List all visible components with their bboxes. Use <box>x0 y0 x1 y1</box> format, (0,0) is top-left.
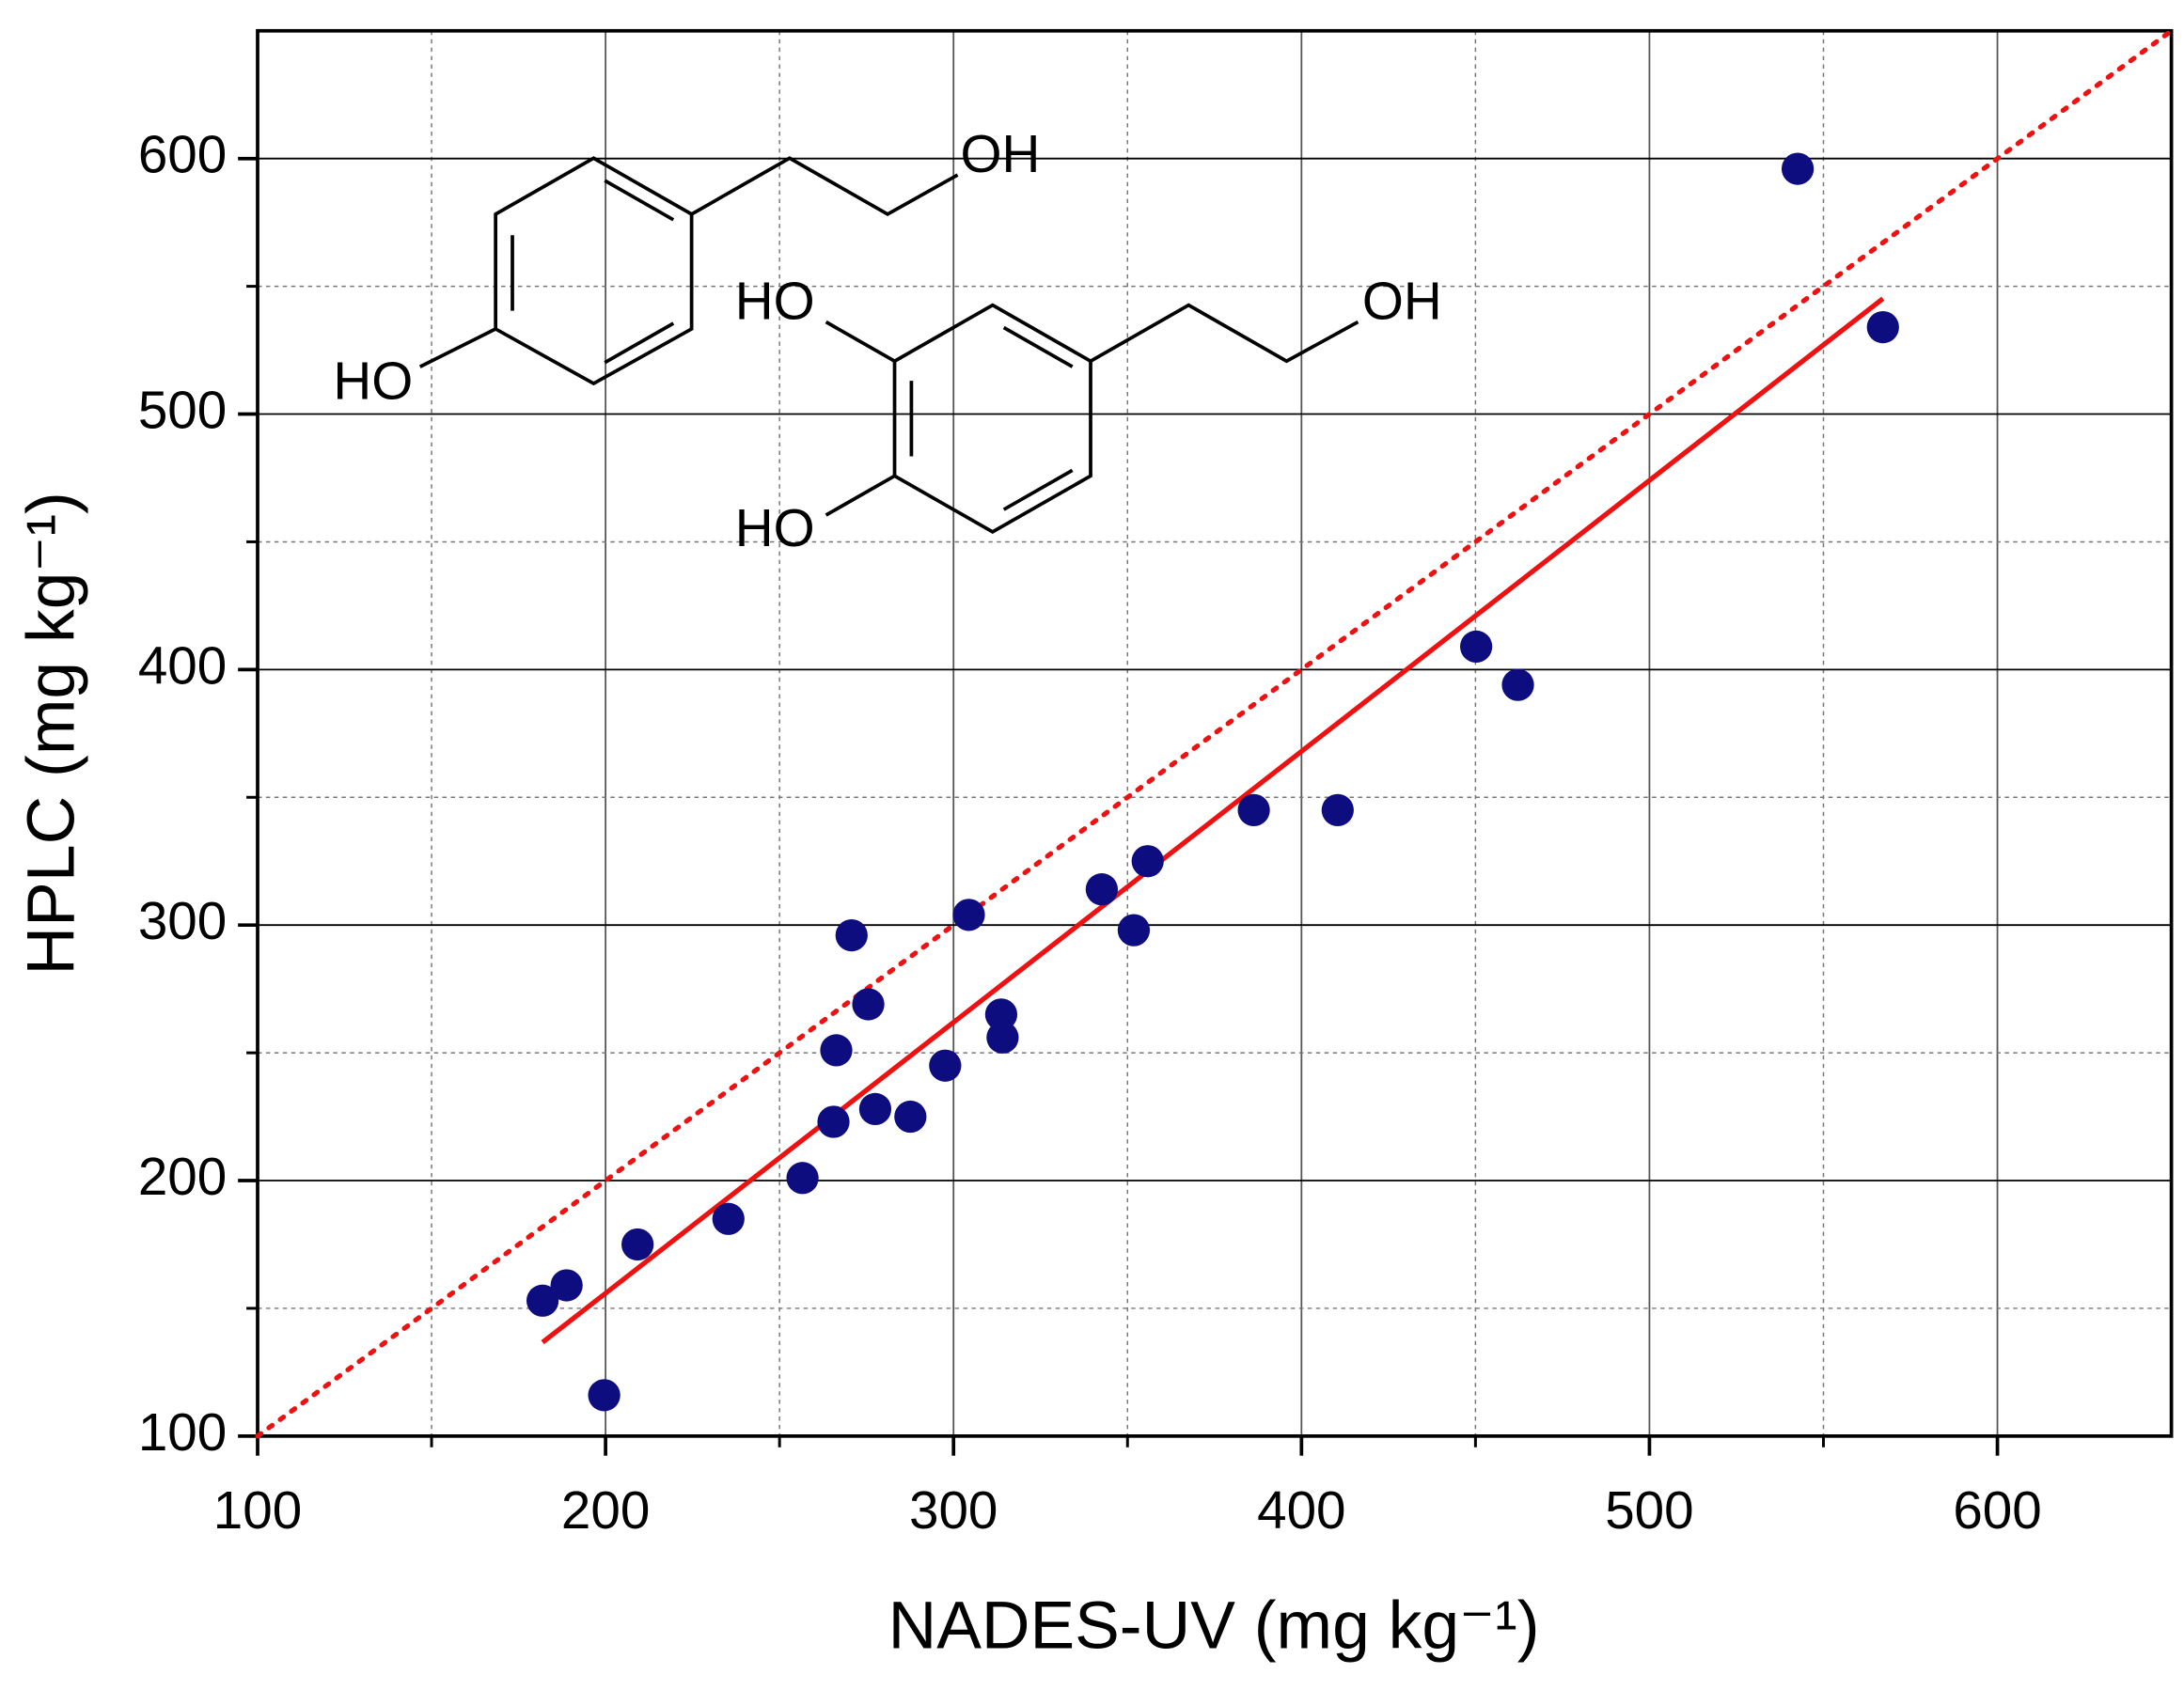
scatter-point <box>835 918 868 952</box>
bond <box>825 474 896 517</box>
x-tick-label: 500 <box>1605 1480 1693 1540</box>
y-tick-label: 100 <box>138 1402 227 1462</box>
scatter-point <box>1131 845 1164 878</box>
scatter-point <box>1781 152 1815 185</box>
chem-label: HO <box>333 351 413 410</box>
x-axis-title: NADES-UV (mg kg⁻¹) <box>888 1588 1540 1664</box>
scatter-point <box>1117 914 1151 947</box>
scatter-point <box>986 1021 1019 1054</box>
chem-label: HO <box>735 498 815 557</box>
x-tick-label: 100 <box>213 1480 302 1540</box>
y-tick-label: 200 <box>138 1147 227 1206</box>
y-tick-label: 500 <box>138 380 227 439</box>
scatter-point <box>588 1379 621 1412</box>
scatter-point <box>1085 873 1119 906</box>
scatter-point <box>1321 793 1354 826</box>
scatter-point <box>786 1162 819 1195</box>
scatter-point <box>550 1269 583 1302</box>
benzene-ring <box>494 156 694 386</box>
x-tick-label: 400 <box>1257 1480 1345 1540</box>
scatter-point <box>929 1049 962 1082</box>
x-tick-label: 200 <box>561 1480 650 1540</box>
plot-frame <box>256 28 2174 1438</box>
x-tick-label: 600 <box>1953 1480 2041 1540</box>
scatter-point <box>984 998 1018 1031</box>
scatter-point <box>817 1105 850 1138</box>
scatter-point <box>1237 793 1270 826</box>
double-bond <box>604 321 675 365</box>
double-bond <box>1002 325 1074 368</box>
scatter-point <box>894 1100 927 1134</box>
structures: OH HO HO OH HO <box>333 124 1441 557</box>
scatter-point <box>1459 630 1493 664</box>
bond <box>825 320 896 363</box>
grid-layer <box>257 30 2172 1437</box>
y-tick-label: 300 <box>138 891 227 950</box>
scatter-point <box>952 899 985 931</box>
scatter-point <box>621 1228 654 1261</box>
scatter-point <box>820 1034 853 1067</box>
chem-label: HO <box>735 272 815 331</box>
y-tick-label: 600 <box>138 125 227 184</box>
scatter-point <box>1866 310 1899 344</box>
chem-label: OH <box>1362 272 1442 331</box>
fit-line <box>541 296 1885 1345</box>
y-tick-label: 400 <box>138 635 227 695</box>
double-bond <box>1002 468 1074 511</box>
side-chain <box>690 156 959 217</box>
scatter-point <box>858 1092 892 1126</box>
benzene-ring <box>892 303 1092 535</box>
side-chain <box>1090 303 1359 364</box>
scatter-point <box>1501 668 1534 701</box>
x-tick-label: 300 <box>909 1480 998 1540</box>
chem-label: OH <box>961 124 1041 183</box>
y-axis-title: HPLC (mg kg⁻¹) <box>13 492 88 975</box>
scatter-point <box>852 988 885 1021</box>
bond <box>418 327 496 368</box>
reference-line <box>255 28 2175 1439</box>
scatter-point <box>526 1284 559 1317</box>
double-bond <box>604 179 675 222</box>
scatter-point <box>712 1202 745 1235</box>
